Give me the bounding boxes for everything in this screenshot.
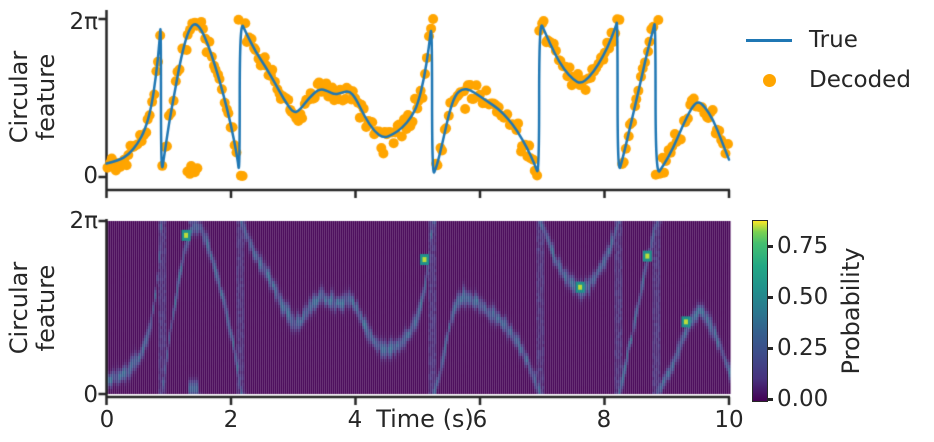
xtick-10: 10 — [714, 407, 744, 433]
probability-heatmap — [90, 210, 740, 415]
colorbar-tick-mark — [768, 245, 773, 248]
colorbar — [752, 220, 768, 402]
top-ytick-0: 0 — [38, 162, 98, 190]
legend-item-decoded: Decoded — [746, 63, 911, 97]
decoded-dot-icon — [762, 73, 776, 87]
colorbar-tick-mark — [768, 347, 773, 350]
true-line-sample — [746, 38, 792, 42]
true-line-icon — [746, 38, 792, 42]
colorbar-tick-mark — [768, 398, 773, 401]
x-axis-label: Time (s) — [376, 405, 474, 433]
xtick-8: 8 — [596, 407, 612, 433]
true-vs-decoded-plot — [90, 0, 740, 205]
legend-item-true: True — [746, 23, 911, 57]
legend: True Decoded — [746, 23, 911, 97]
colorbar-tick-050: 0.50 — [777, 284, 829, 310]
colorbar-tick-mark — [768, 296, 773, 299]
colorbar-axis-label: Probability — [837, 247, 865, 375]
top-ytick-2pi: 2π — [69, 9, 98, 35]
legend-label-decoded: Decoded — [809, 67, 911, 93]
bottom-ytick-2pi: 2π — [69, 208, 98, 234]
colorbar-tick-075: 0.75 — [777, 233, 829, 259]
decoded-marker-sample — [746, 73, 792, 87]
top-y-axis-label-line1: Circular — [5, 50, 33, 144]
bottom-y-axis-label-line1: Circular — [5, 261, 33, 355]
colorbar-tick-000: 0.00 — [777, 386, 829, 412]
bottom-ytick-0: 0 — [38, 381, 98, 409]
legend-label-true: True — [809, 27, 858, 53]
xtick-4: 4 — [347, 407, 363, 433]
xtick-6: 6 — [472, 407, 488, 433]
xtick-2: 2 — [223, 407, 239, 433]
bottom-y-axis-label: Circular feature — [5, 218, 62, 398]
bottom-y-axis-label-line2: feature — [32, 264, 60, 352]
xtick-0: 0 — [99, 407, 115, 433]
colorbar-tick-025: 0.25 — [777, 335, 829, 361]
